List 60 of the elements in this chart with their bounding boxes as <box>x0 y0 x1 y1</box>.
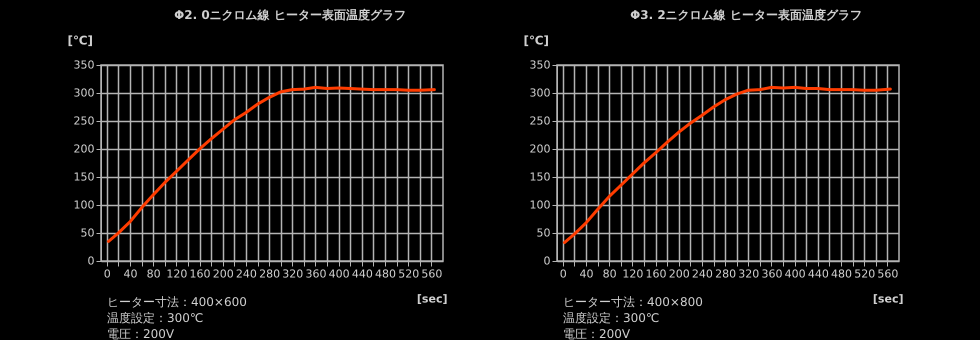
x-tick-label: 80 <box>146 268 161 280</box>
y-axis-title: [℃] <box>68 34 93 48</box>
x-tick-label: 400 <box>784 268 806 280</box>
x-tick-label: 240 <box>692 268 713 280</box>
x-tick-label: 280 <box>715 268 736 280</box>
y-tick-label: 150 <box>74 170 94 184</box>
x-tick-label: 0 <box>104 268 111 280</box>
y-tick-label: 100 <box>530 198 550 212</box>
chart-title: Φ2. 0ニクロム線 ヒーター表面温度グラフ <box>174 8 406 22</box>
y-tick-label: 150 <box>530 170 550 184</box>
x-tick-label: 360 <box>761 268 782 280</box>
text: ヒーター寸法：400×600 <box>107 295 247 309</box>
line-series <box>563 86 892 244</box>
y-tick-label: 350 <box>74 58 94 72</box>
x-tick-label: 120 <box>622 268 644 280</box>
x-axis-title: [sec] <box>416 292 448 306</box>
chart-title: Φ3. 2ニクロム線 ヒーター表面温度グラフ <box>630 8 862 22</box>
y-tick-label: 250 <box>74 114 94 128</box>
y-tick-label: 300 <box>530 86 550 100</box>
x-tick-label: 160 <box>646 268 667 280</box>
x-tick-label: 440 <box>808 268 829 280</box>
x-tick-label: 0 <box>560 268 567 280</box>
x-tick-label: 320 <box>282 268 304 280</box>
x-tick-label: 480 <box>831 268 852 280</box>
x-axis-title: [sec] <box>872 292 904 306</box>
text: 電圧：200V <box>107 327 175 340</box>
x-tick-label: 560 <box>421 268 442 280</box>
x-tick-label: 320 <box>738 268 760 280</box>
line-series <box>107 86 436 243</box>
y-tick-label: 0 <box>88 254 94 268</box>
x-tick-label: 200 <box>212 268 234 280</box>
x-tick-label: 120 <box>166 268 188 280</box>
y-tick-label: 200 <box>530 142 550 156</box>
x-tick-label: 520 <box>398 268 420 280</box>
y-tick-label: 350 <box>530 58 550 72</box>
x-tick-label: 80 <box>602 268 617 280</box>
x-tick-label: 520 <box>854 268 876 280</box>
x-tick-label: 400 <box>328 268 350 280</box>
x-tick-label: 560 <box>877 268 898 280</box>
text: 電圧：200V <box>563 327 631 340</box>
x-tick-label: 40 <box>123 268 138 280</box>
y-tick-label: 50 <box>536 226 550 240</box>
y-tick-label: 250 <box>530 114 550 128</box>
y-tick-label: 50 <box>80 226 94 240</box>
y-axis-title: [℃] <box>524 34 549 48</box>
x-tick-label: 40 <box>579 268 594 280</box>
x-tick-label: 280 <box>259 268 280 280</box>
x-tick-label: 360 <box>305 268 326 280</box>
x-tick-label: 160 <box>190 268 211 280</box>
text: 温度設定：300℃ <box>563 311 660 325</box>
y-tick-label: 300 <box>74 86 94 100</box>
x-tick-label: 480 <box>375 268 396 280</box>
text: ヒーター寸法：400×800 <box>563 295 703 309</box>
text: 温度設定：300℃ <box>107 311 204 325</box>
x-tick-label: 200 <box>668 268 690 280</box>
x-tick-label: 240 <box>236 268 257 280</box>
x-tick-label: 440 <box>352 268 373 280</box>
y-tick-label: 100 <box>74 198 94 212</box>
y-tick-label: 0 <box>544 254 550 268</box>
y-tick-label: 200 <box>74 142 94 156</box>
